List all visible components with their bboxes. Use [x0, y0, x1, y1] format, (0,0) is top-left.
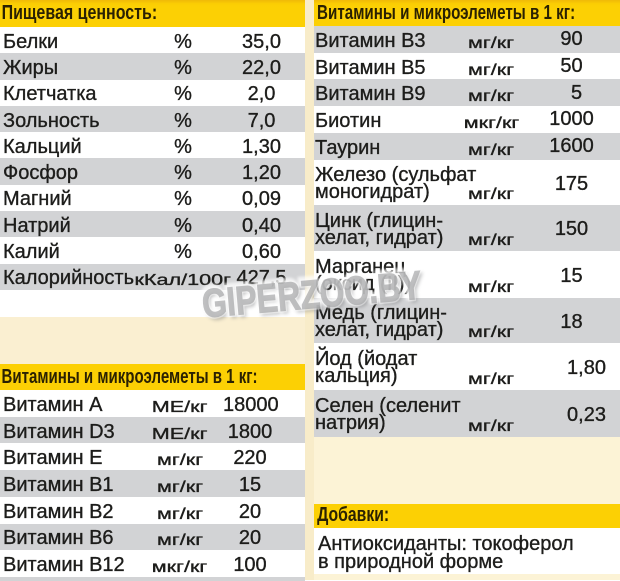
svg-text:GIPERZOO.BY: GIPERZOO.BY — [200, 263, 423, 326]
